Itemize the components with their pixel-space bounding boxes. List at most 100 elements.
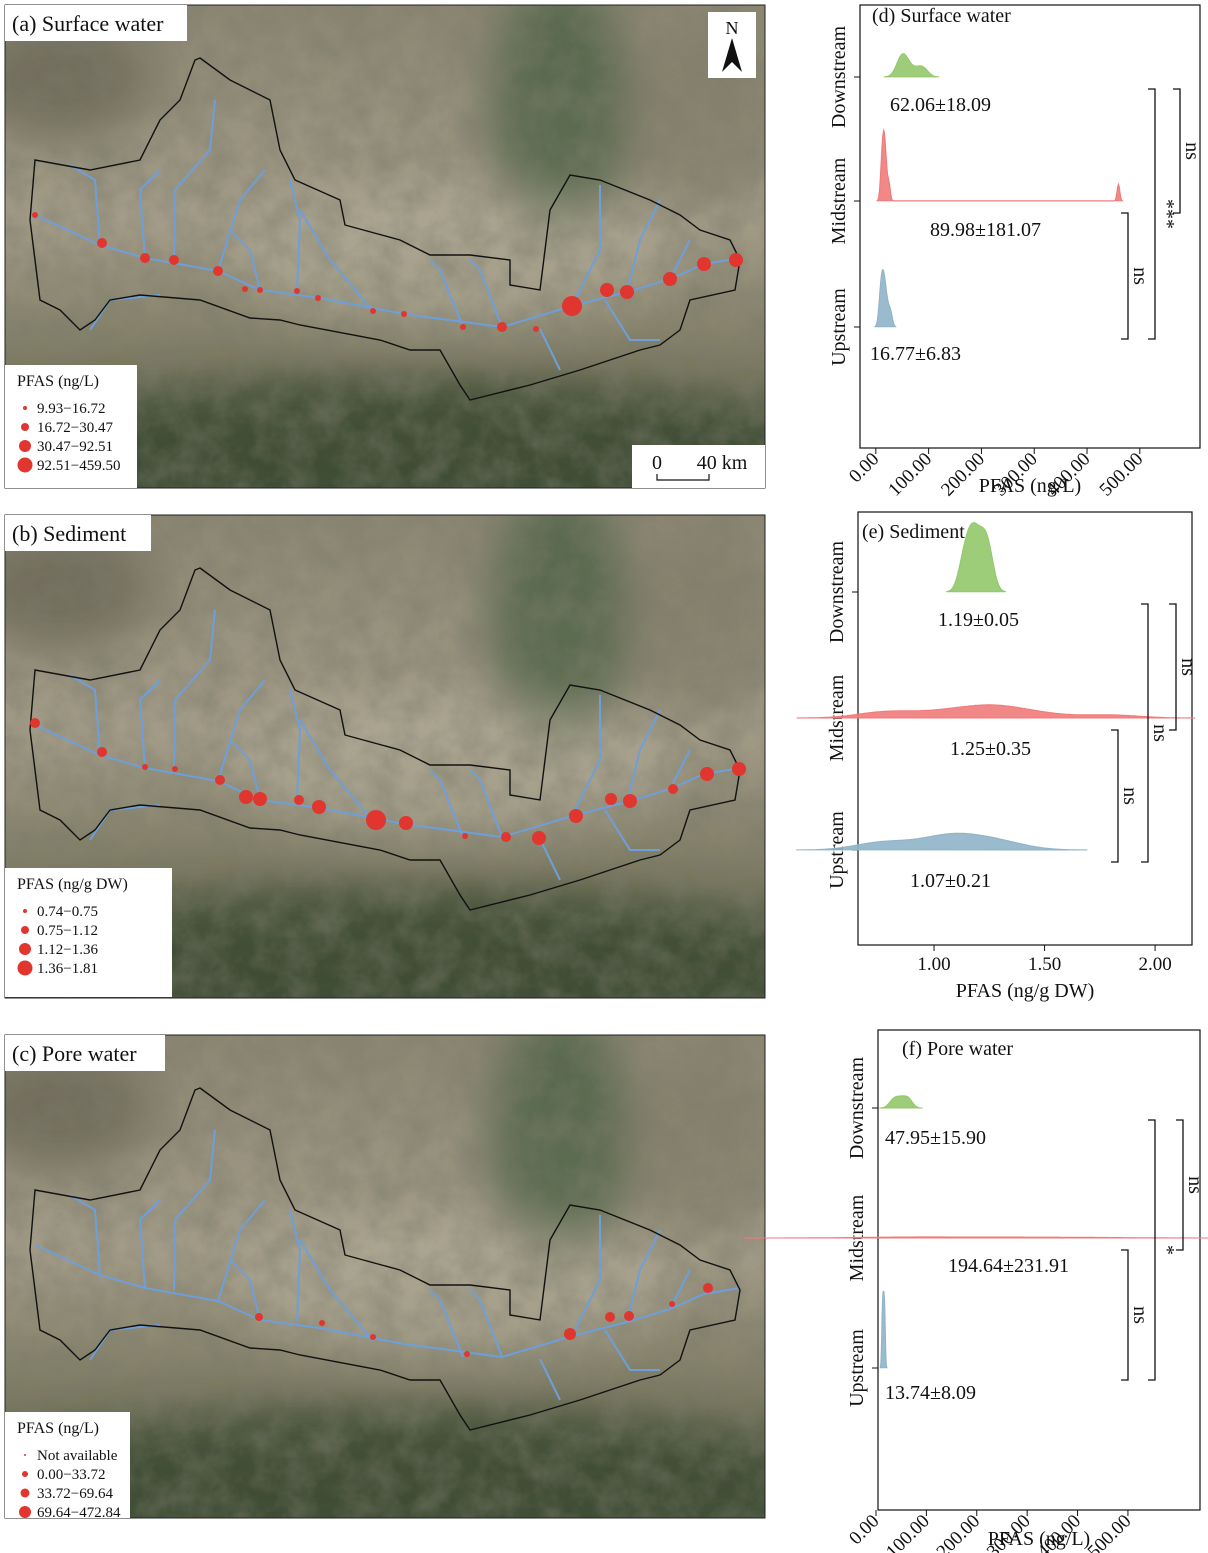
sampling-site xyxy=(497,322,507,332)
map-frame xyxy=(4,1034,766,1519)
scale-label: 0 xyxy=(652,452,662,474)
sampling-site xyxy=(97,747,107,757)
scale-label: 40 km xyxy=(697,452,748,474)
sampling-site xyxy=(370,308,376,314)
river xyxy=(289,1209,301,1322)
sampling-site xyxy=(399,816,413,830)
sampling-site xyxy=(605,793,617,805)
river xyxy=(69,674,101,756)
legend-symbol xyxy=(19,943,31,955)
title-box xyxy=(5,1035,165,1071)
legend-box xyxy=(5,1412,130,1518)
significance-label: ns xyxy=(1129,1306,1151,1324)
mean-sd-label: 1.25±0.35 xyxy=(950,738,1031,760)
north-label: N xyxy=(726,18,739,38)
legend-symbol xyxy=(23,406,27,410)
sampling-site xyxy=(605,1312,615,1322)
sampling-site xyxy=(257,287,263,293)
sampling-site xyxy=(255,1313,263,1321)
river xyxy=(217,169,266,272)
x-tick-label: 1.50 xyxy=(1028,954,1061,975)
sampling-site xyxy=(142,764,148,770)
significance-bracket xyxy=(1121,212,1129,340)
river xyxy=(669,239,691,280)
sampling-site xyxy=(294,288,300,294)
legend-title: PFAS (ng/L) xyxy=(17,1420,99,1437)
river xyxy=(626,709,661,803)
significance-bracket xyxy=(1121,1249,1129,1381)
legend-symbol xyxy=(19,440,31,452)
river xyxy=(604,809,660,851)
legend-symbol xyxy=(19,1506,31,1518)
river xyxy=(604,299,660,341)
legend-label: 0.00−33.72 xyxy=(37,1467,105,1483)
legend-title: PFAS (ng/L) xyxy=(17,373,99,390)
river xyxy=(69,1194,101,1276)
sampling-site xyxy=(623,794,637,808)
legend-symbol xyxy=(17,960,33,976)
density-ridge xyxy=(796,704,1196,719)
river xyxy=(669,749,691,790)
map-panel: (a) Surface water PFAS (ng/L) 9.93−16.72 16… xyxy=(4,4,766,489)
basin-boundary xyxy=(29,57,741,401)
significance-label: * xyxy=(1156,1245,1178,1255)
legend-symbol xyxy=(21,926,29,934)
river xyxy=(139,679,161,769)
x-axis-label: PFAS (ng/L) xyxy=(988,1528,1090,1550)
chart-title: (d) Surface water xyxy=(872,5,1011,27)
river xyxy=(429,259,464,328)
mean-sd-label: 13.74±8.09 xyxy=(885,1382,976,1404)
river xyxy=(429,769,464,838)
river xyxy=(299,209,374,312)
legend-symbol xyxy=(17,457,33,473)
y-tick-label: Midstream xyxy=(828,157,850,244)
y-tick-label: Downstream xyxy=(828,25,850,128)
x-axis-label: PFAS (ng/L) xyxy=(979,475,1081,497)
map-title: (b) Sediment xyxy=(12,521,126,546)
sampling-site xyxy=(620,285,634,299)
scale-box xyxy=(632,445,765,488)
mean-sd-label: 1.07±0.21 xyxy=(910,870,991,892)
river xyxy=(469,1289,503,1358)
legend-label: 0.74−0.75 xyxy=(37,904,98,920)
scale-bar xyxy=(656,474,710,481)
river xyxy=(429,1289,464,1358)
sampling-site xyxy=(30,718,40,728)
significance-bracket xyxy=(1173,88,1181,214)
sampling-site xyxy=(169,255,179,265)
sampling-site xyxy=(562,296,582,316)
river xyxy=(139,1199,161,1289)
legend-label: 9.93−16.72 xyxy=(37,401,105,417)
sampling-site xyxy=(172,766,178,772)
sampling-site xyxy=(700,767,714,781)
river xyxy=(173,99,216,261)
river xyxy=(289,689,301,802)
river xyxy=(217,679,266,782)
legend-label: Not available xyxy=(37,1448,118,1464)
x-tick-label: 0.00 xyxy=(845,449,883,487)
north-arrow xyxy=(722,38,742,72)
mean-sd-label: 62.06±18.09 xyxy=(890,94,991,116)
sampling-site xyxy=(366,810,386,830)
sampling-site xyxy=(729,253,743,267)
y-tick-label: Upstream xyxy=(828,288,850,366)
significance-label: ns xyxy=(1129,267,1151,285)
sampling-site xyxy=(569,809,583,823)
sampling-site xyxy=(401,311,407,317)
sampling-site xyxy=(697,257,711,271)
map-title: (a) Surface water xyxy=(12,11,164,36)
sampling-site xyxy=(312,800,326,814)
sampling-site xyxy=(294,795,304,805)
river xyxy=(289,179,301,292)
legend-symbol xyxy=(22,1471,28,1477)
significance-bracket xyxy=(1148,88,1156,340)
x-tick-label: 0.00 xyxy=(845,1511,883,1549)
density-ridge xyxy=(875,128,1124,202)
map-frame xyxy=(4,514,766,999)
density-ridge xyxy=(879,1290,888,1369)
river xyxy=(571,1215,601,1337)
plot-frame xyxy=(859,4,1201,449)
sampling-site xyxy=(315,295,321,301)
